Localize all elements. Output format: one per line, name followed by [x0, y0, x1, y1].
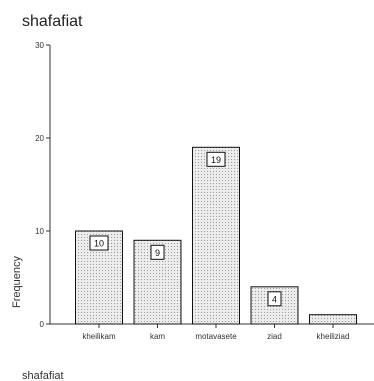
x-tick-label-kam: kam	[150, 332, 165, 341]
y-axis-label: Frequency	[11, 256, 23, 308]
plot-area: 0 10 20 30 kheilikam 10 kam 9 motavasete 19 ziad 4 k…	[35, 41, 374, 341]
chart-title: shafafiat	[22, 13, 83, 30]
y-tick-label: 30	[35, 41, 44, 50]
data-label-box-kam	[150, 244, 165, 260]
x-tick-label-ziad: ziad	[267, 332, 282, 341]
x-tick-label-kheiliziad: kheiliziad	[317, 332, 350, 341]
y-tick-label: 10	[35, 227, 44, 236]
data-label-kheilikam: 10	[94, 239, 104, 249]
x-tick-label-motavasete: motavasete	[195, 332, 237, 341]
data-label-motavasete: 19	[211, 155, 221, 165]
data-label-box-kheilikam	[89, 235, 109, 251]
x-tick-label-kheilikam: kheilikam	[82, 332, 116, 341]
y-tick-label: 20	[35, 134, 44, 143]
data-label-ziad: 4	[272, 294, 277, 304]
bar-kheiliziad	[309, 314, 357, 325]
x-axis-label: shafafiat	[22, 370, 64, 381]
data-label-box-ziad	[267, 291, 282, 307]
bar-motavasete	[192, 146, 240, 325]
data-label-kam: 9	[155, 248, 160, 258]
y-tick-label: 0	[40, 320, 45, 329]
data-label-box-motavasete	[206, 151, 226, 167]
